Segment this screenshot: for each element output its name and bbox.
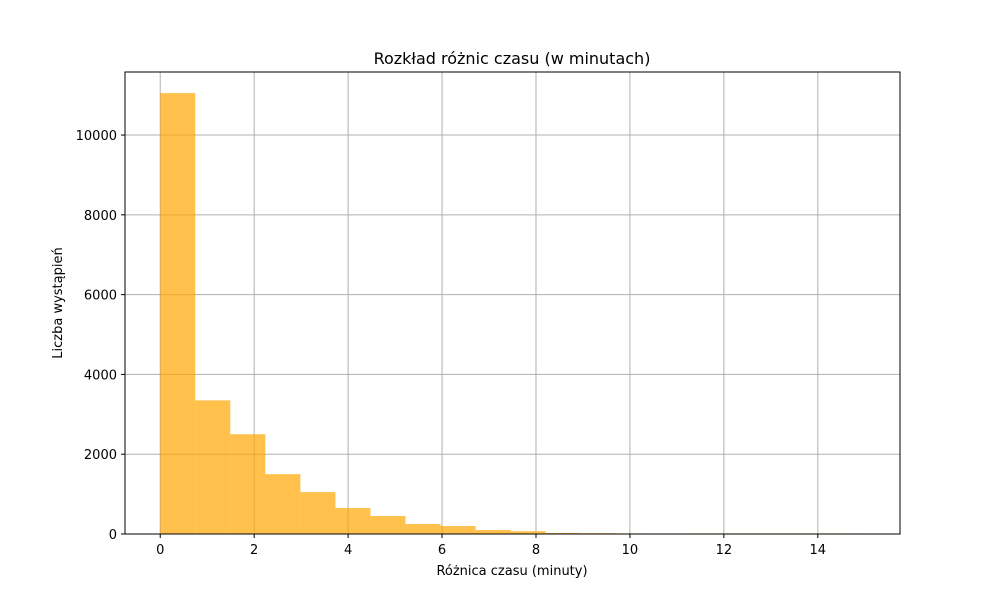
histogram-bar bbox=[230, 434, 266, 534]
histogram-bar bbox=[335, 508, 371, 534]
histogram-bar bbox=[265, 474, 301, 534]
x-tick-label: 12 bbox=[716, 543, 733, 558]
x-tick-label: 10 bbox=[622, 543, 639, 558]
histogram-bar bbox=[370, 516, 406, 534]
histogram-bar bbox=[160, 93, 196, 534]
chart-title: Rozkład różnic czasu (w minutach) bbox=[374, 49, 651, 68]
y-tick-label: 10000 bbox=[76, 129, 117, 144]
grid bbox=[125, 72, 900, 535]
x-axis-label: Różnica czasu (minuty) bbox=[436, 564, 587, 579]
x-tick-label: 8 bbox=[532, 543, 540, 558]
x-tick-label: 2 bbox=[250, 543, 258, 558]
y-tick-label: 2000 bbox=[84, 448, 117, 463]
histogram-bar bbox=[300, 492, 336, 534]
y-axis-label: Liczba wystąpień bbox=[51, 247, 66, 358]
plot-frame bbox=[124, 71, 901, 535]
y-tick-label: 8000 bbox=[84, 209, 117, 224]
histogram-bar bbox=[195, 400, 231, 534]
histogram-bar bbox=[405, 524, 441, 534]
y-tick-label: 4000 bbox=[84, 368, 117, 383]
y-tick-label: 0 bbox=[109, 528, 117, 543]
x-tick-label: 6 bbox=[438, 543, 446, 558]
y-tick-label: 6000 bbox=[84, 289, 117, 304]
x-tick-label: 4 bbox=[344, 543, 352, 558]
y-axis-ticks: 0 2000 4000 6000 8000 10000 bbox=[76, 129, 125, 543]
histogram-bar bbox=[475, 530, 511, 534]
histogram-bar bbox=[510, 531, 546, 534]
histogram-bar bbox=[440, 526, 476, 534]
x-tick-label: 0 bbox=[156, 543, 164, 558]
x-tick-label: 14 bbox=[810, 543, 827, 558]
x-axis-ticks: 0 2 4 6 8 10 12 14 bbox=[156, 534, 826, 558]
bars bbox=[160, 93, 862, 534]
